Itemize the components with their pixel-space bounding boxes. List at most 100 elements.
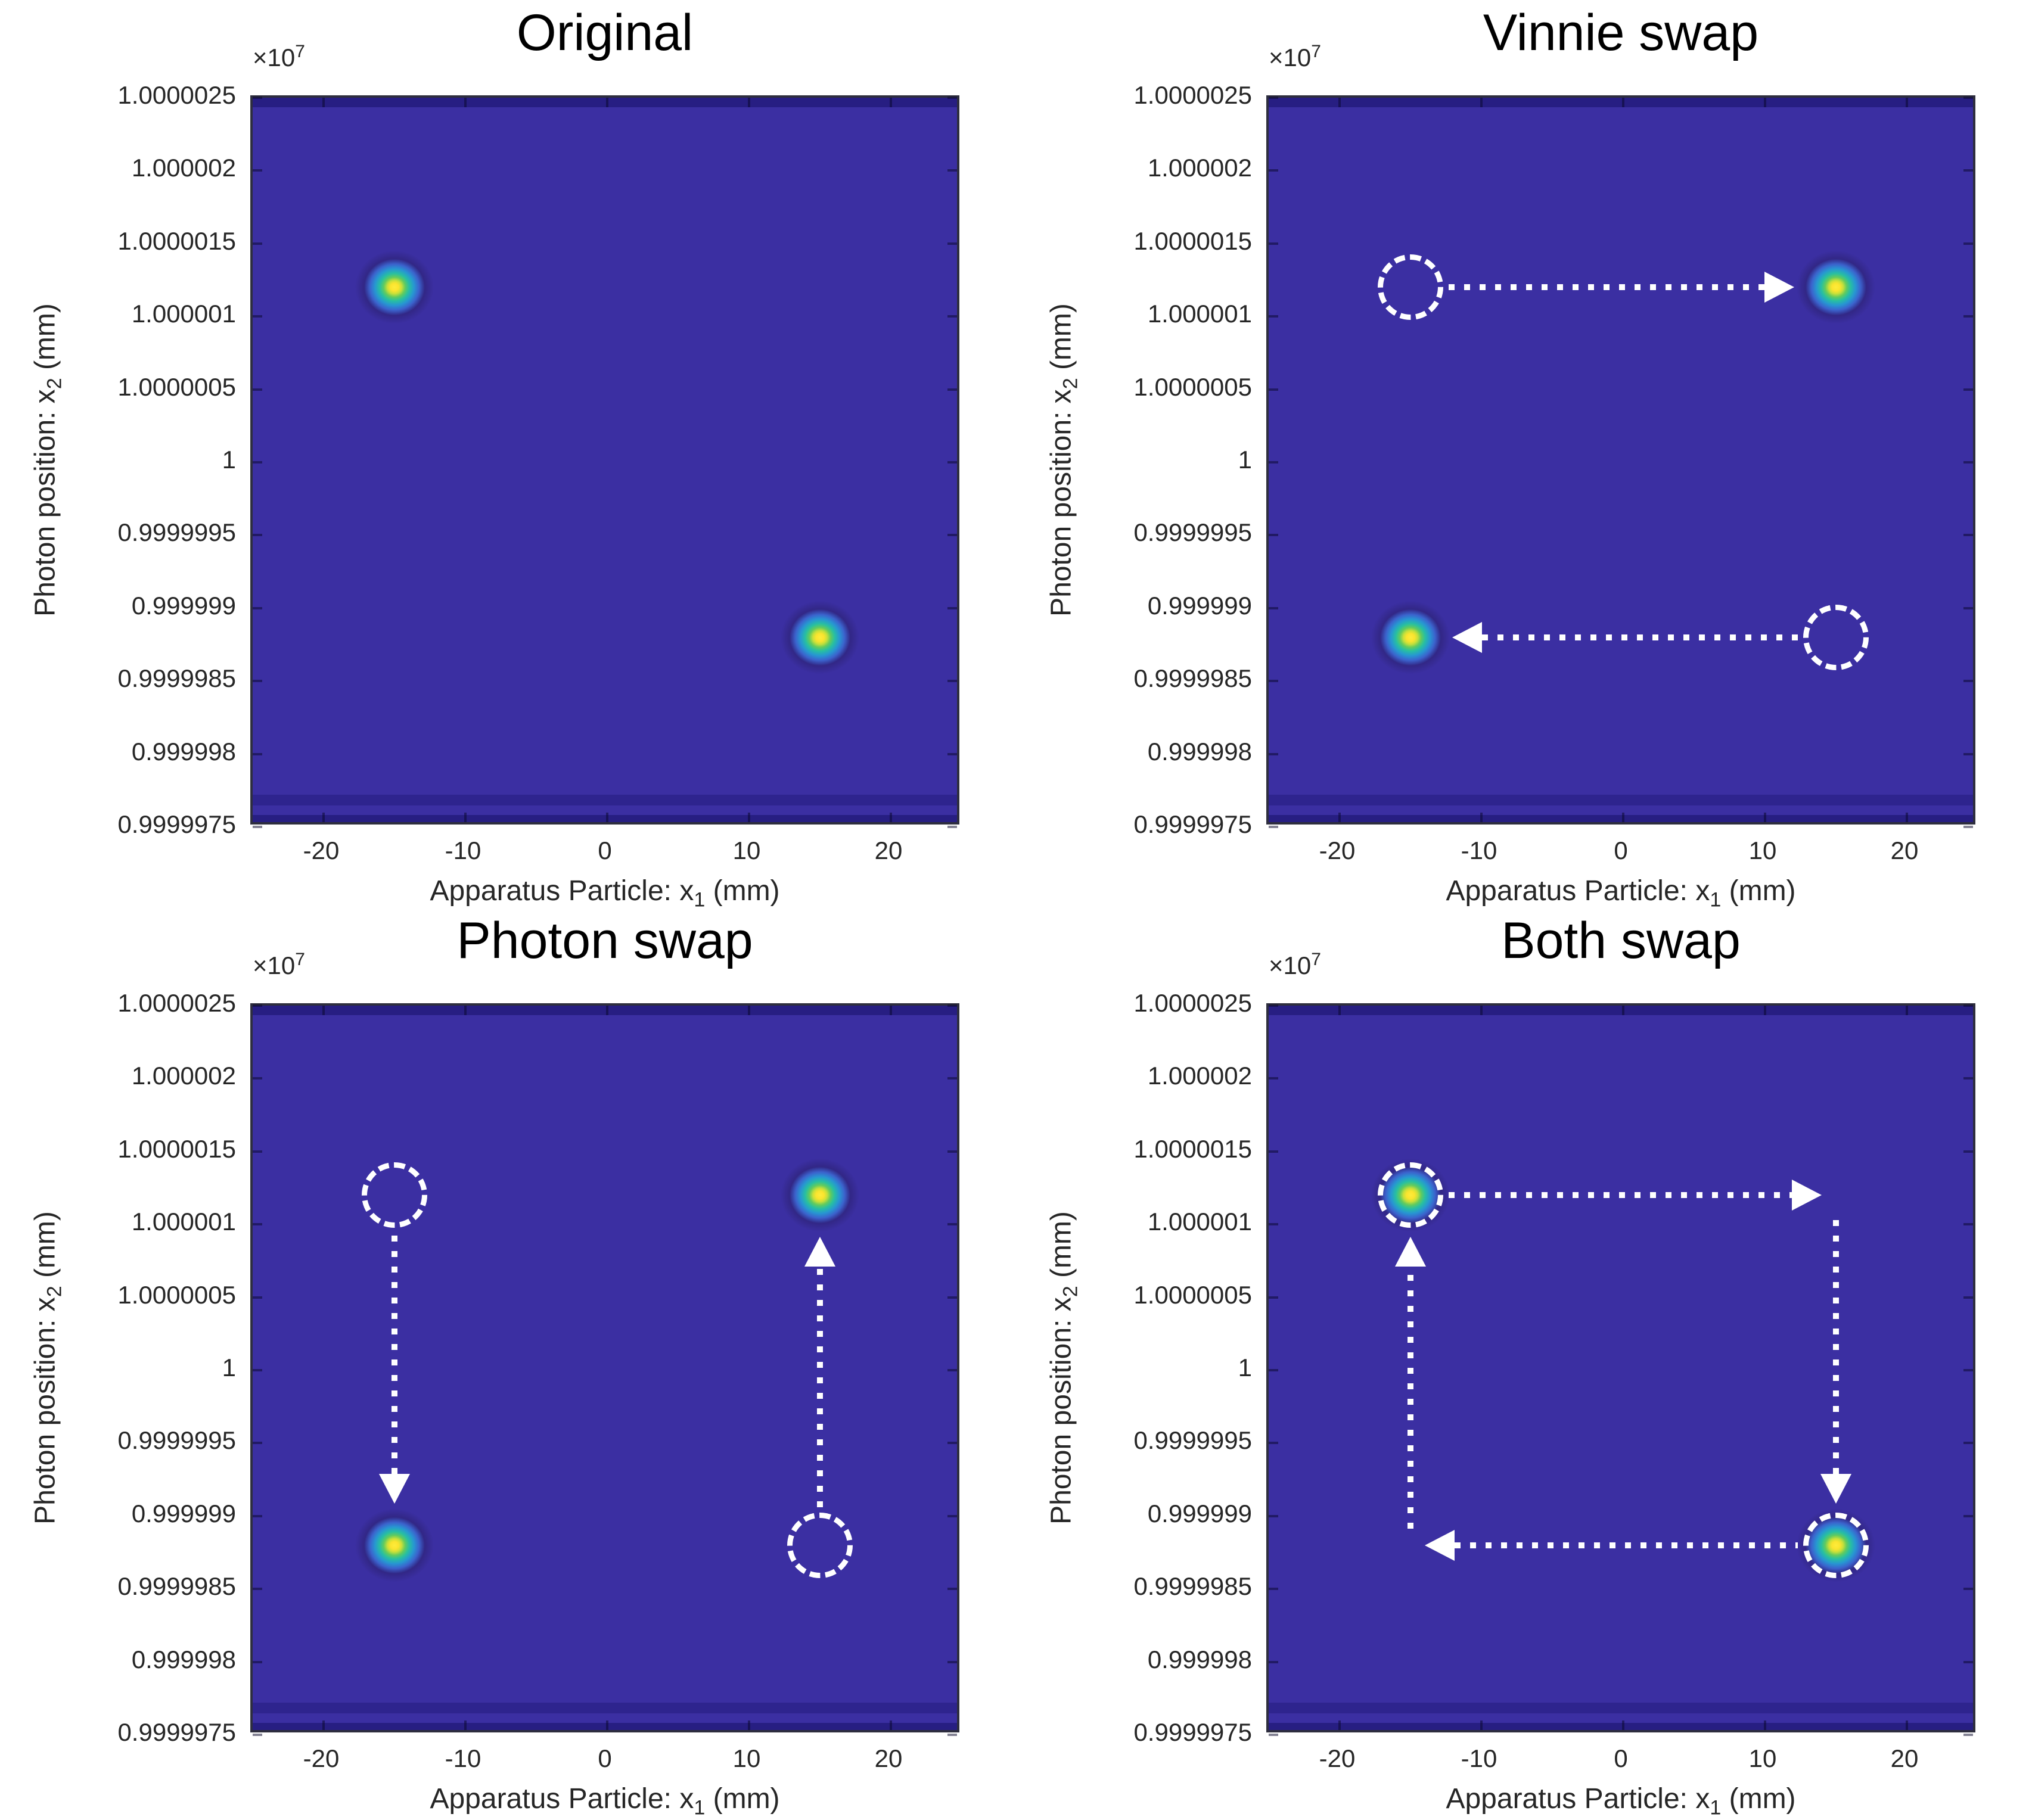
y-tick-mark [947,97,957,99]
y-tick-mark [1269,1150,1278,1153]
y-tick-mark [947,1660,957,1663]
x-tick-mark [748,1006,750,1015]
y-tick-label: 1.0000025 [1133,81,1252,109]
y-tick-label: 1.0000005 [117,1280,236,1309]
y-tick-mark [1963,826,1973,828]
y-tick-mark [947,1223,957,1226]
arrowhead [1425,1529,1455,1561]
probability-blob [350,245,439,329]
x-tick-label: 0 [598,836,612,864]
arrowhead [1764,272,1794,303]
x-tick-mark [1338,813,1341,822]
y-tick-label: 0.9999985 [117,664,236,693]
x-tick-mark [322,1721,325,1730]
y-tick-mark [1269,1442,1278,1445]
x-tick-mark [1480,1721,1483,1730]
y-tick-label: 1.0000025 [117,81,236,109]
x-tick-label: -20 [303,836,340,864]
arrowhead [379,1473,410,1504]
y-tick-mark [253,97,262,99]
y-tick-label: 0.9999995 [1133,1426,1252,1455]
x-tick-mark [890,1721,892,1730]
pcolor-band-top [253,98,957,107]
y-tick-mark [253,1369,262,1371]
x-tick-mark [1480,1006,1483,1015]
x-tick-mark [1906,98,1908,107]
y-tick-mark [947,1077,957,1080]
y-axis-multiplier: ×107 [253,42,305,71]
x-tick-mark [606,1721,608,1730]
y-tick-mark [947,388,957,391]
y-tick-mark [1269,169,1278,172]
y-tick-mark [253,242,262,245]
dashed-circle-annotation [1803,604,1869,670]
y-tick-mark [947,1514,957,1517]
pcolor-band-lower [253,795,957,805]
y-tick-mark [1269,534,1278,537]
x-tick-mark [1764,98,1766,107]
y-tick-mark [947,680,957,683]
x-tick-label: 10 [1748,836,1777,864]
y-tick-label: 0.9999975 [1133,1718,1252,1746]
y-tick-mark [1963,1514,1973,1517]
dotted-arrow-line [1408,1267,1413,1529]
y-tick-label: 1.0000005 [1133,1280,1252,1309]
dotted-arrow-line [1482,634,1798,640]
y-tick-label: 1 [1238,446,1252,474]
y-tick-label: 0.9999985 [1133,664,1252,693]
y-tick-mark [1963,388,1973,391]
y-tick-mark [1269,1734,1278,1736]
arrowhead [1792,1180,1822,1211]
pcolor-band-lower [1269,1703,1973,1713]
y-tick-mark [253,1514,262,1517]
y-tick-mark [947,169,957,172]
y-tick-mark [253,606,262,609]
y-tick-label: 0.9999995 [117,1426,236,1455]
x-tick-mark [1906,1721,1908,1730]
x-tick-mark [1480,98,1483,107]
x-tick-label: 0 [1614,836,1628,864]
y-tick-mark [1269,1004,1278,1007]
y-tick-label: 1 [222,1354,236,1382]
probability-blob [775,595,865,679]
y-tick-mark [1269,680,1278,683]
y-tick-mark [947,606,957,609]
y-tick-mark [1269,1588,1278,1591]
y-tick-mark [1963,97,1973,99]
y-tick-label: 1.0000025 [117,989,236,1017]
y-tick-label: 1.000001 [1147,300,1252,328]
x-tick-mark [1622,1006,1624,1015]
y-tick-mark [253,169,262,172]
y-tick-mark [1269,826,1278,828]
x-tick-mark [464,98,467,107]
x-axis-label: Apparatus Particle: x1 (mm) [1446,1783,1796,1819]
y-tick-mark [1963,1660,1973,1663]
y-tick-mark [1963,1077,1973,1080]
y-tick-mark [1269,242,1278,245]
y-tick-mark [253,826,262,828]
plot-area [1266,1003,1975,1736]
y-tick-mark [1963,1734,1973,1736]
y-tick-mark [947,242,957,245]
arrowhead [804,1237,835,1267]
y-tick-mark [1269,606,1278,609]
y-tick-label: 0.999998 [131,1645,236,1673]
x-tick-label: -10 [445,836,481,864]
pcolor-band-bottom [1269,815,1973,822]
y-tick-label: 0.9999985 [1133,1572,1252,1601]
y-tick-label: 1.000002 [1147,1062,1252,1090]
x-tick-label: 20 [1890,1744,1919,1772]
x-tick-label: 20 [874,836,903,864]
x-tick-mark [1764,1721,1766,1730]
y-tick-mark [1963,1004,1973,1007]
pcolor-band-top [253,1006,957,1015]
y-tick-label: 1.0000025 [1133,989,1252,1017]
y-tick-mark [1963,169,1973,172]
x-tick-mark [606,813,608,822]
x-tick-mark [1622,98,1624,107]
x-tick-mark [606,1006,608,1015]
y-tick-label: 1 [222,446,236,474]
y-tick-mark [253,1004,262,1007]
panel-title: Photon swap [456,912,753,969]
y-tick-mark [1963,1369,1973,1371]
